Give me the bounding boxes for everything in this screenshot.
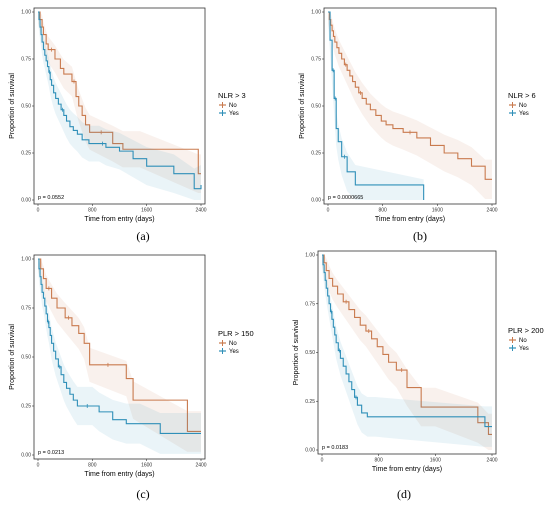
y-tick-label: 0.75 bbox=[305, 301, 315, 307]
legend-item-yes: Yes bbox=[229, 111, 239, 117]
y-tick-label: 0.75 bbox=[311, 57, 321, 63]
survival-curve-no bbox=[38, 258, 201, 433]
survival-curve-yes bbox=[38, 258, 201, 434]
legend-title: PLR > 200 bbox=[508, 326, 544, 335]
y-tick-label: 0.25 bbox=[21, 151, 31, 157]
y-tick-label: 0.50 bbox=[21, 355, 31, 361]
x-tick-label: 800 bbox=[88, 463, 97, 469]
panel-caption: (b) bbox=[413, 229, 427, 243]
y-tick-label: 0.25 bbox=[21, 404, 31, 410]
legend-title: NLR > 6 bbox=[508, 91, 536, 100]
y-axis-label: Proportion of survival bbox=[9, 324, 16, 390]
legend-item-no: No bbox=[519, 338, 527, 344]
x-tick-label: 1600 bbox=[432, 208, 443, 214]
y-tick-label: 1.00 bbox=[305, 253, 315, 259]
panel-caption: (a) bbox=[136, 229, 149, 243]
y-tick-label: 0.50 bbox=[311, 104, 321, 110]
y-tick-label: 0.25 bbox=[311, 151, 321, 157]
x-tick-label: 0 bbox=[37, 208, 40, 214]
x-axis-label: Time from entry (days) bbox=[84, 471, 154, 478]
legend-title: NLR > 3 bbox=[218, 91, 246, 100]
x-axis-label: Time from entry (days) bbox=[375, 216, 445, 223]
panel-caption: (d) bbox=[397, 487, 411, 501]
legend-item-no: No bbox=[229, 341, 237, 347]
legend-title: PLR > 150 bbox=[218, 329, 254, 338]
x-tick-label: 1600 bbox=[141, 463, 152, 469]
y-tick-label: 0.00 bbox=[21, 198, 31, 204]
x-axis-label: Time from entry (days) bbox=[84, 216, 154, 223]
survival-curve-yes bbox=[322, 254, 492, 428]
x-tick-label: 0 bbox=[321, 458, 324, 464]
legend-item-yes: Yes bbox=[519, 111, 529, 117]
p-value-label: p = 0.0552 bbox=[38, 195, 64, 201]
x-tick-label: 1600 bbox=[141, 208, 152, 214]
y-tick-label: 1.00 bbox=[21, 10, 31, 16]
p-value-label: p = 0.0000665 bbox=[328, 195, 363, 201]
legend-item-yes: Yes bbox=[229, 349, 239, 355]
y-tick-label: 0.00 bbox=[305, 448, 315, 454]
km-panel-b: 0.00 0.25 0.50 0.75 1.00 0 800 1600 2400 Time fro… bbox=[299, 7, 536, 243]
y-tick-label: 1.00 bbox=[311, 10, 321, 16]
survival-curve-no bbox=[322, 254, 492, 435]
confidence-band-no bbox=[38, 12, 201, 194]
x-tick-label: 0 bbox=[37, 463, 40, 469]
y-tick-label: 0.25 bbox=[305, 399, 315, 405]
y-tick-label: 0.75 bbox=[21, 306, 31, 312]
y-tick-label: 0.50 bbox=[305, 350, 315, 356]
plot-frame bbox=[317, 250, 497, 455]
x-tick-label: 2400 bbox=[486, 458, 497, 464]
confidence-band-no bbox=[38, 259, 201, 452]
confidence-band-no bbox=[328, 12, 492, 199]
p-value-label: p = 0.0183 bbox=[322, 445, 348, 451]
km-panel-d: 0.00 0.25 0.50 0.75 1.00 0 800 1600 2400 Time fro… bbox=[293, 250, 544, 501]
survival-curve-yes bbox=[328, 11, 425, 200]
y-tick-label: 0.75 bbox=[21, 57, 31, 63]
x-tick-label: 2400 bbox=[486, 208, 497, 214]
confidence-band-yes bbox=[38, 259, 201, 454]
x-tick-label: 800 bbox=[88, 208, 97, 214]
y-tick-label: 1.00 bbox=[21, 257, 31, 263]
plot-frame bbox=[33, 254, 206, 460]
x-tick-label: 0 bbox=[327, 208, 330, 214]
survival-curve-yes bbox=[38, 11, 202, 190]
x-tick-label: 2400 bbox=[195, 463, 206, 469]
legend-item-yes: Yes bbox=[519, 346, 529, 352]
plot-frame bbox=[33, 7, 206, 205]
panel-caption: (c) bbox=[136, 487, 149, 501]
y-tick-label: 0.00 bbox=[311, 198, 321, 204]
y-axis-label: Proportion of survival bbox=[9, 73, 16, 139]
y-tick-label: 0.50 bbox=[21, 104, 31, 110]
y-tick-label: 0.00 bbox=[21, 453, 31, 459]
confidence-band-yes bbox=[328, 12, 424, 200]
x-axis-label: Time from entry (days) bbox=[372, 466, 442, 473]
confidence-band-yes bbox=[322, 255, 492, 447]
x-tick-label: 1600 bbox=[430, 458, 441, 464]
y-axis-label: Proportion of survival bbox=[293, 319, 300, 385]
x-tick-label: 800 bbox=[374, 458, 383, 464]
km-panel-c: 0.00 0.25 0.50 0.75 1.00 0 800 1600 2400 Time fro… bbox=[9, 254, 254, 501]
x-tick-label: 2400 bbox=[195, 208, 206, 214]
legend-item-no: No bbox=[519, 103, 527, 109]
legend-item-no: No bbox=[229, 103, 237, 109]
confidence-band-no bbox=[322, 255, 492, 450]
x-tick-label: 800 bbox=[378, 208, 387, 214]
km-panel-a: 0.00 0.25 0.50 0.75 1.00 0 800 1600 2400 Time fro… bbox=[9, 7, 246, 243]
survival-curve-no bbox=[38, 11, 201, 175]
p-value-label: p = 0.0213 bbox=[38, 450, 64, 456]
confidence-band-yes bbox=[38, 12, 201, 200]
y-axis-label: Proportion of survival bbox=[299, 73, 306, 139]
